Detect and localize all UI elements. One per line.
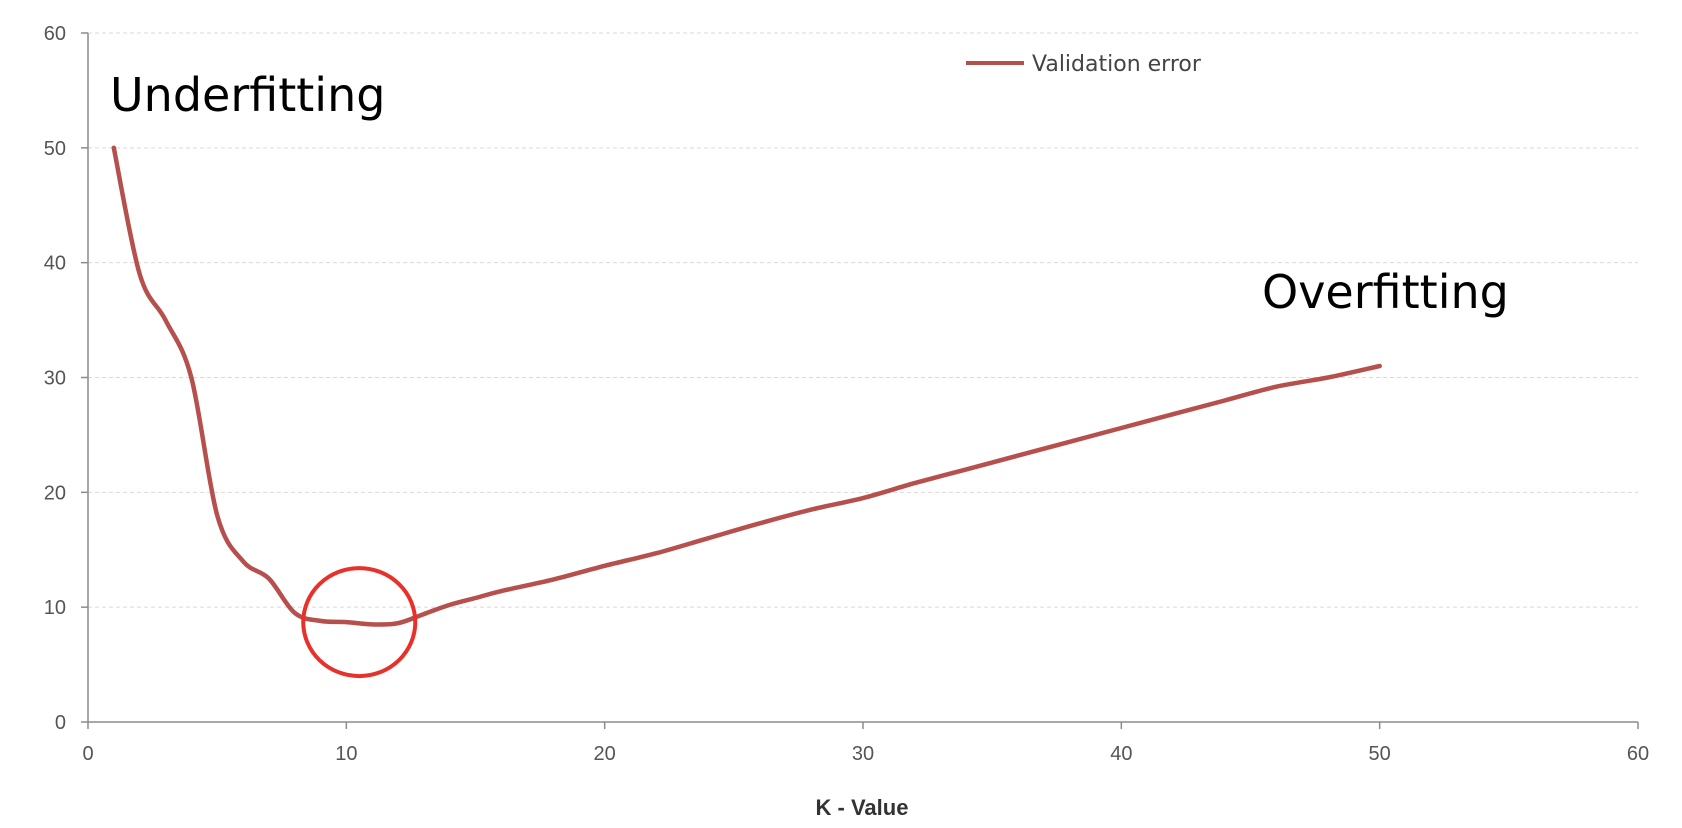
x-tick-label-10: 10 <box>335 743 357 765</box>
minimum-highlight-circle <box>301 566 418 679</box>
x-axis-label: K - Value <box>816 795 909 820</box>
x-tick-label-30: 30 <box>852 743 874 765</box>
y-tick-label-30: 30 <box>44 368 66 390</box>
annotation-overfitting: Overfitting <box>1262 265 1509 319</box>
x-tick-label-0: 0 <box>82 743 93 765</box>
legend-label: Validation error <box>1032 52 1202 77</box>
y-tick-label-10: 10 <box>44 597 66 619</box>
x-tick-label-60: 60 <box>1627 743 1649 765</box>
x-tick-label-50: 50 <box>1369 743 1391 765</box>
series-line-0 <box>111 145 1382 627</box>
legend: Validation error <box>966 52 1202 77</box>
y-tick-label-50: 50 <box>44 138 66 160</box>
y-tick-label-20: 20 <box>44 482 66 504</box>
x-tick-label-40: 40 <box>1110 743 1132 765</box>
y-tick-label-60: 60 <box>44 23 66 45</box>
y-tick-label-40: 40 <box>44 253 66 275</box>
x-axis-ticks: 0 10 20 30 40 50 60 <box>82 722 1649 765</box>
gridlines <box>88 32 1638 608</box>
annotation-underfitting: Underfitting <box>110 68 385 122</box>
highlight-group <box>301 566 418 679</box>
y-tick-label-0: 0 <box>55 712 66 734</box>
series-group <box>111 145 1382 627</box>
x-tick-label-20: 20 <box>594 743 616 765</box>
y-axis-ticks: 0 10 20 30 40 50 60 <box>44 23 88 734</box>
